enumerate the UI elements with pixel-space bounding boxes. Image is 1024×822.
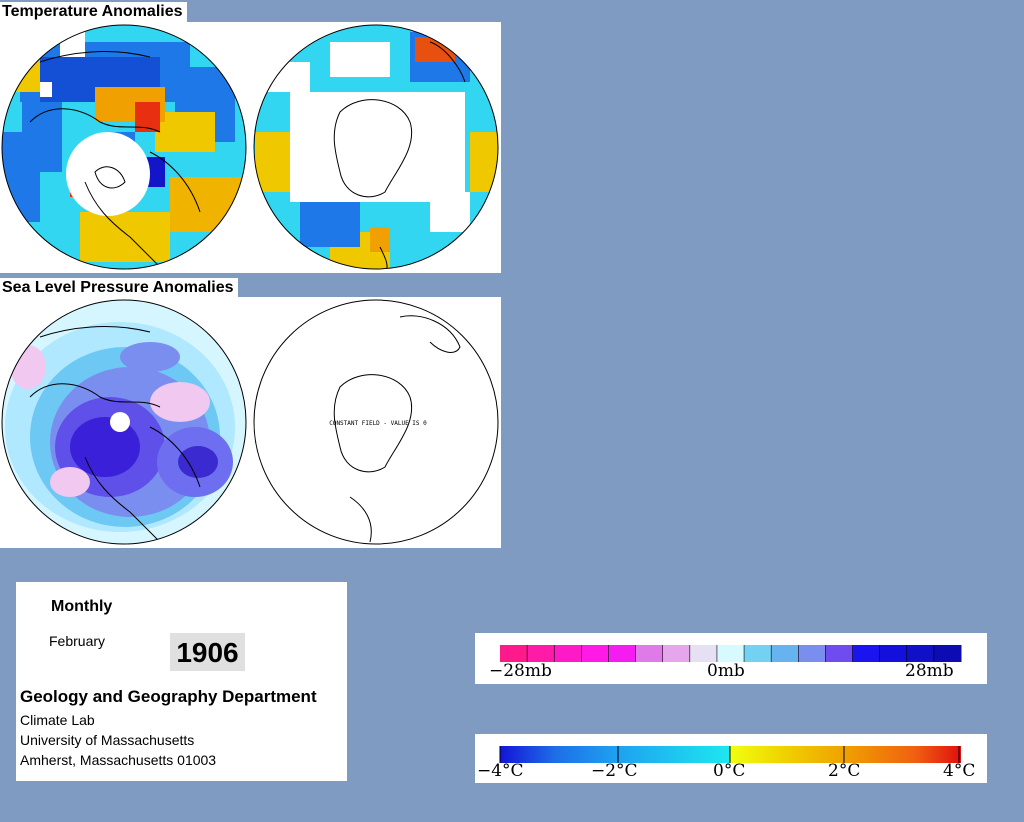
temperature-legend: −4°C −2°C 0°C 2°C 4°C: [475, 734, 987, 783]
pressure-colorbar: [500, 645, 962, 662]
info-box: Monthly February 1906 Geology and Geogra…: [16, 582, 347, 781]
temperature-label-pos2: 2°C: [828, 761, 861, 781]
pressure-swatch: [554, 645, 582, 662]
period-label: Monthly: [51, 598, 113, 615]
pressure-label-min: −28mb: [489, 661, 552, 681]
pressure-map-south: CONSTANT FIELD - VALUE IS 0: [253, 299, 499, 545]
pressure-swatch: [581, 645, 609, 662]
pressure-swatch: [744, 645, 772, 662]
year-label: 1906: [170, 633, 245, 671]
pressure-swatch: [500, 645, 528, 662]
pressure-map-north: [2, 300, 246, 544]
pressure-swatch: [798, 645, 826, 662]
pressure-label-mid: 0mb: [707, 661, 745, 681]
pressure-swatch: [852, 645, 881, 662]
pressure-panel: CONSTANT FIELD - VALUE IS 0: [0, 297, 501, 548]
temperature-title: Temperature Anomalies: [0, 2, 187, 22]
constant-field-note: CONSTANT FIELD - VALUE IS 0: [329, 420, 427, 427]
pressure-legend: −28mb 0mb 28mb: [475, 633, 987, 684]
temperature-colorbar: [499, 746, 961, 763]
pressure-swatch: [608, 645, 637, 662]
pressure-swatch: [933, 645, 962, 662]
month-label: February: [49, 633, 106, 649]
pressure-swatch: [527, 645, 555, 662]
address: Amherst, Massachusetts 01003: [20, 752, 217, 768]
temperature-label-neg2: −2°C: [591, 761, 638, 781]
pressure-swatch: [771, 645, 799, 662]
pressure-swatch: [689, 645, 718, 662]
pressure-swatch: [635, 645, 664, 662]
pressure-swatch: [879, 645, 908, 662]
temperature-panel: [0, 22, 501, 273]
temperature-label-pos4: 4°C: [943, 761, 976, 781]
lab-name: Climate Lab: [20, 712, 95, 728]
department-name: Geology and Geography Department: [20, 687, 317, 706]
pressure-swatch: [906, 645, 935, 662]
pressure-swatch: [662, 645, 691, 662]
pressure-swatch: [825, 645, 854, 662]
pressure-swatch: [716, 645, 745, 662]
pressure-title: Sea Level Pressure Anomalies: [0, 278, 238, 298]
temperature-label-zero: 0°C: [713, 761, 746, 781]
pressure-label-max: 28mb: [905, 661, 954, 681]
temperature-label-neg4: −4°C: [477, 761, 524, 781]
temperature-map-north: [2, 25, 246, 269]
university-name: University of Massachusetts: [20, 732, 195, 748]
temperature-map-south: [254, 25, 498, 269]
